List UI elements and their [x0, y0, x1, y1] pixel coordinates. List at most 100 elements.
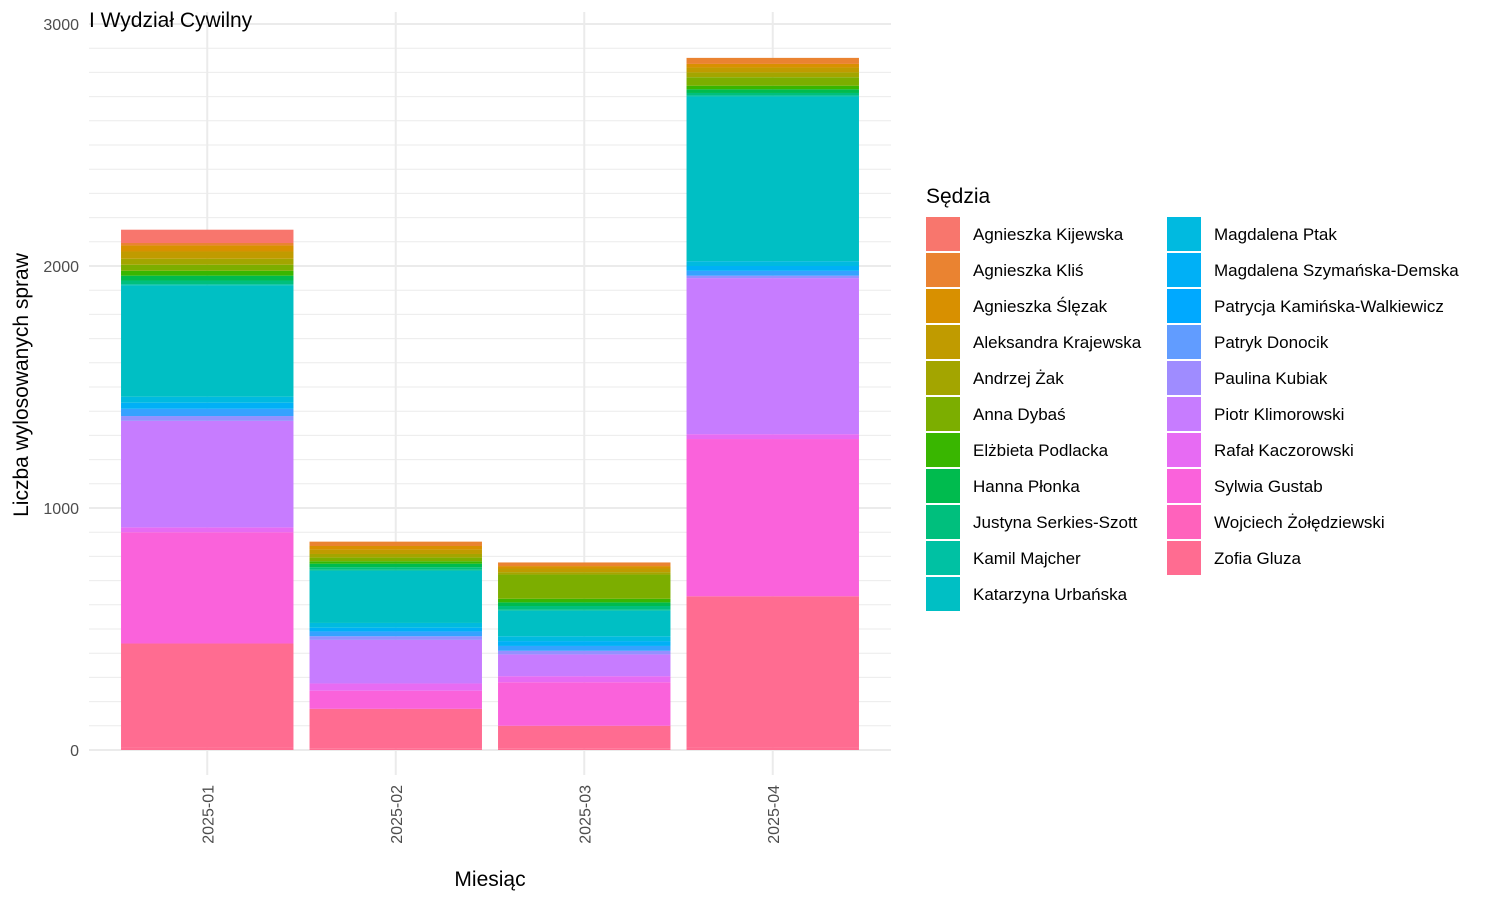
bar-segment	[121, 527, 294, 533]
bar-segment	[309, 690, 482, 709]
bar-segment	[309, 553, 482, 558]
bar-segment	[309, 561, 482, 564]
legend-label: Kamil Majcher	[973, 549, 1081, 568]
legend-swatch	[926, 541, 960, 575]
legend: Sędzia Agnieszka Kijewska Agnieszka Kliś A…	[926, 185, 1459, 611]
legend-swatch	[926, 505, 960, 539]
bar-segment	[121, 280, 294, 285]
legend-label: Rafał Kaczorowski	[1214, 441, 1354, 460]
legend-label: Katarzyna Urbańska	[973, 585, 1128, 604]
legend-label: Agnieszka Ślęzak	[973, 297, 1108, 316]
bar-segment	[121, 747, 294, 750]
bar-segment	[309, 639, 482, 684]
legend-title: Sędzia	[926, 185, 991, 208]
bar-segment	[121, 396, 294, 403]
bar-segment	[498, 748, 671, 750]
legend-label: Aleksandra Krajewska	[973, 333, 1142, 352]
bar-segment	[686, 270, 859, 276]
legend-swatch	[1167, 325, 1201, 359]
legend-swatch	[926, 217, 960, 251]
bar-segment	[498, 609, 671, 611]
bar-segment	[498, 682, 671, 726]
legend-label: Agnieszka Kliś	[973, 261, 1084, 280]
bar-segment	[498, 645, 671, 651]
legend-swatch	[1167, 541, 1201, 575]
legend-label: Elżbieta Podlacka	[973, 441, 1109, 460]
bar-segment	[309, 557, 482, 562]
y-axis-ticks: 0 1000 2000 3000	[43, 17, 79, 760]
legend-label: Magdalena Ptak	[1214, 225, 1337, 244]
legend-swatch	[1167, 253, 1201, 287]
legend-label: Wojciech Żołędziewski	[1214, 513, 1385, 532]
bar-segment	[309, 570, 482, 623]
bar-segment	[686, 57, 859, 64]
x-tick-label: 2025-02	[389, 785, 406, 844]
legend-label: Anna Dybaś	[973, 405, 1066, 424]
bar-segment	[309, 683, 482, 691]
legend-label: Patrycja Kamińska-Walkiewicz	[1214, 297, 1444, 316]
bar-segment	[121, 643, 294, 748]
legend-swatch	[926, 397, 960, 431]
bar-segment	[686, 747, 859, 750]
bar-segment	[121, 229, 294, 244]
legend-swatch	[926, 325, 960, 359]
bar-segment	[309, 636, 482, 640]
legend-swatch	[926, 469, 960, 503]
x-axis-title: Miesiąc	[454, 868, 525, 891]
bar-segment	[309, 563, 482, 568]
bar-segment	[498, 566, 671, 569]
bar-segment	[121, 270, 294, 276]
bar-segment	[121, 416, 294, 421]
legend-swatch	[926, 433, 960, 467]
bar-segment	[309, 748, 482, 750]
bar-segment	[498, 610, 671, 637]
bar-segment	[309, 567, 482, 570]
bar-segment	[686, 278, 859, 435]
bar-segment	[121, 284, 294, 286]
bar-segment	[686, 85, 859, 90]
bar-segment	[498, 654, 671, 677]
legend-swatch	[1167, 397, 1201, 431]
legend-label: Agnieszka Kijewska	[973, 225, 1124, 244]
bar-segment	[686, 95, 859, 97]
bar-segment	[121, 264, 294, 271]
x-tick-label: 2025-04	[766, 785, 783, 844]
bar-segment	[498, 562, 671, 567]
y-tick-label: 2000	[43, 259, 79, 276]
legend-label: Patryk Donocik	[1214, 333, 1329, 352]
legend-swatch	[1167, 289, 1201, 323]
y-tick-label: 0	[70, 743, 79, 760]
bar-segment	[686, 266, 859, 271]
bar-segment	[498, 641, 671, 646]
bar-segment	[121, 245, 294, 252]
legend-swatch	[1167, 505, 1201, 539]
bar-segment	[498, 636, 671, 642]
bar-segment	[309, 622, 482, 628]
bar-segment	[686, 92, 859, 96]
legend-swatch	[1167, 433, 1201, 467]
bar-segment	[686, 67, 859, 73]
legend-label: Paulina Kubiak	[1214, 369, 1328, 388]
bar-segment	[121, 258, 294, 265]
bar-segment	[686, 596, 859, 748]
bar-segment	[686, 89, 859, 93]
bar-segment	[121, 408, 294, 417]
legend-swatch	[926, 577, 960, 611]
chart-title: I Wydział Cywilny	[89, 9, 253, 32]
legend-label: Hanna Płonka	[973, 477, 1080, 496]
bar-segment	[498, 606, 671, 610]
legend-label: Justyna Serkies-Szott	[973, 513, 1138, 532]
bars	[121, 57, 859, 750]
bar-segment	[498, 574, 671, 599]
bar-segment	[498, 602, 671, 607]
legend-label: Piotr Klimorowski	[1214, 405, 1344, 424]
bar-segment	[686, 434, 859, 440]
bar-segment	[498, 572, 671, 575]
legend-swatch	[926, 289, 960, 323]
bar-segment	[309, 549, 482, 554]
bar-segment	[686, 275, 859, 279]
bar-segment	[121, 285, 294, 397]
legend-label: Sylwia Gustab	[1214, 477, 1323, 496]
bar-segment	[498, 725, 671, 749]
